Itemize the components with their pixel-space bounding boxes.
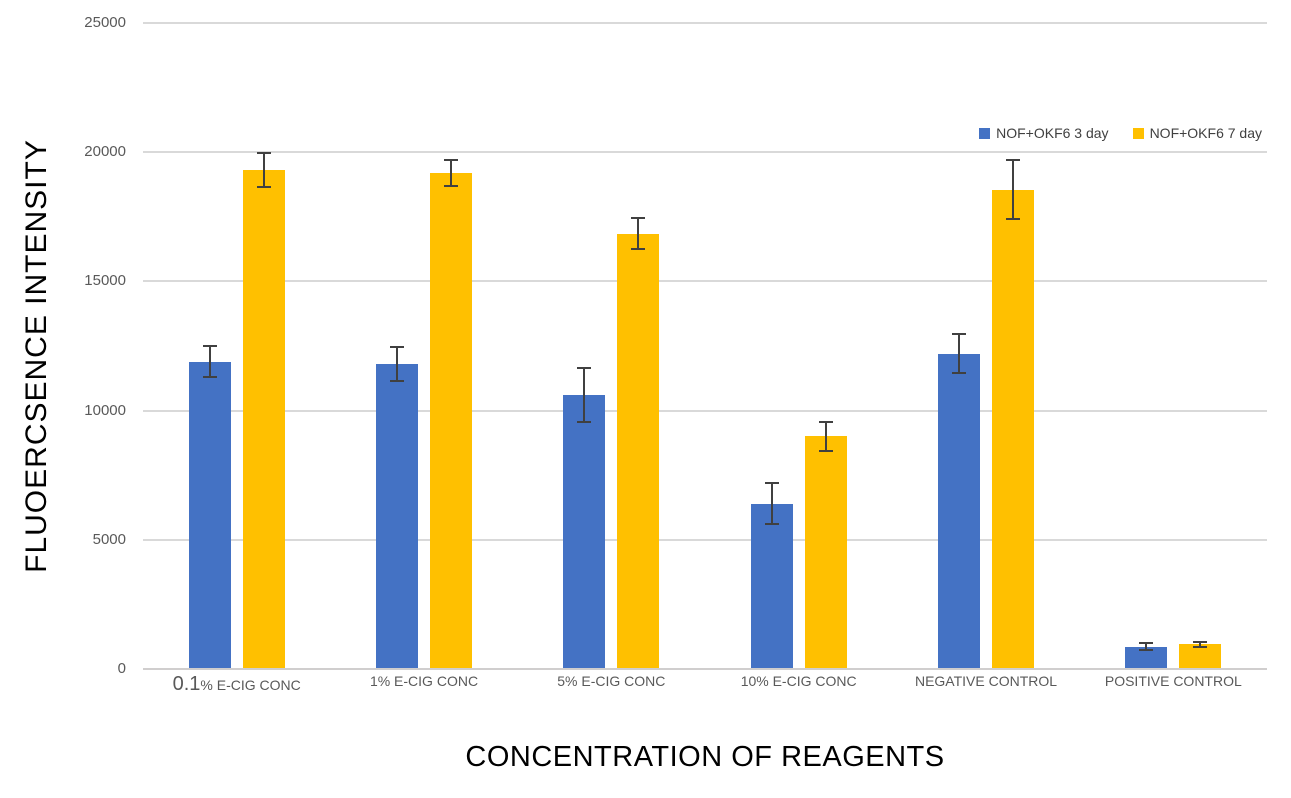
legend-swatch <box>979 127 991 139</box>
x-category-label: 1% E-CIG CONC <box>369 673 479 689</box>
error-bar <box>450 159 452 186</box>
error-bar-cap <box>577 366 592 369</box>
error-bar-cap <box>256 152 271 155</box>
error-bar-cap <box>631 248 646 251</box>
y-tick-label: 20000 <box>84 143 126 161</box>
error-bar-cap <box>390 379 404 382</box>
legend-label: NOF+OKF6 7 day <box>1149 125 1262 141</box>
bar <box>938 353 980 669</box>
bar <box>563 395 606 669</box>
bar <box>1179 644 1222 669</box>
x-category-label: NEGATIVE CONTROL <box>914 673 1058 689</box>
legend-item: NOF+OKF6 7 day <box>1132 125 1262 141</box>
bar <box>617 233 660 669</box>
gridline <box>143 538 1267 541</box>
error-bar-cap <box>1139 642 1154 645</box>
error-bar-cap <box>1006 158 1020 161</box>
error-bar <box>583 367 586 423</box>
error-bar <box>208 346 211 377</box>
error-bar-cap <box>202 376 217 378</box>
x-category-label: POSITIVE CONTROL <box>1104 673 1242 689</box>
gridline <box>143 22 1267 24</box>
error-bar-cap <box>952 333 966 336</box>
y-axis-title: FLUOERCSENCE INTENSITY <box>20 139 53 573</box>
error-bar <box>958 334 960 374</box>
error-bar <box>1145 643 1148 650</box>
error-bar-cap <box>1193 645 1208 648</box>
error-bar-cap <box>390 346 404 349</box>
error-bar <box>396 347 398 381</box>
error-bar-cap <box>577 421 592 424</box>
bar <box>242 170 285 669</box>
x-category-label: 5% E-CIG CONC <box>557 673 666 689</box>
error-bar <box>262 153 265 188</box>
error-bar <box>1199 642 1202 647</box>
error-bar <box>1012 159 1014 220</box>
bar <box>188 361 231 669</box>
error-bar-cap <box>818 421 833 424</box>
x-axis-category-labels: 0.1% E-CIG CONC 1% E-CIG CONC 5% E-CIG CON… <box>143 673 1267 707</box>
error-bar-cap <box>256 186 271 189</box>
error-bar <box>637 218 640 250</box>
error-bar-cap <box>1139 648 1154 651</box>
error-bar-cap <box>1193 641 1208 644</box>
bar <box>1125 646 1168 669</box>
x-axis-title: CONCENTRATION OF REAGENTS <box>465 741 945 773</box>
error-bar <box>770 482 773 525</box>
error-bar-cap <box>818 449 833 452</box>
x-category-label: 10% E-CIG CONC <box>740 673 857 689</box>
legend-item: NOF+OKF6 3 day <box>979 125 1109 141</box>
bar <box>804 436 847 669</box>
bar <box>376 364 418 669</box>
y-tick-label: 5000 <box>92 530 126 548</box>
legend-label: NOF+OKF6 3 day <box>996 125 1109 141</box>
y-tick-label: 15000 <box>84 272 126 290</box>
error-bar-cap <box>952 372 966 375</box>
bar <box>430 172 472 669</box>
error-bar-cap <box>1006 218 1020 221</box>
legend-swatch <box>1132 127 1144 139</box>
error-bar-cap <box>764 481 779 484</box>
x-category-label: 0.1% E-CIG CONC <box>172 673 301 695</box>
error-bar-cap <box>444 158 458 161</box>
legend: NOF+OKF6 3 day NOF+OKF6 7 day <box>979 125 1262 141</box>
y-tick-label: 25000 <box>84 14 126 31</box>
error-bar <box>824 422 827 451</box>
gridline <box>143 280 1267 283</box>
gridline <box>143 409 1267 412</box>
y-tick-label: 10000 <box>84 401 126 419</box>
bar <box>750 503 793 669</box>
plot-area <box>143 22 1267 670</box>
error-bar-cap <box>202 345 217 347</box>
gridline <box>143 668 1267 670</box>
y-tick-label: 0 <box>117 660 126 677</box>
bar <box>992 189 1034 669</box>
error-bar-cap <box>444 184 458 187</box>
error-bar-cap <box>631 217 646 220</box>
gridline <box>143 151 1267 154</box>
error-bar-cap <box>764 523 779 526</box>
